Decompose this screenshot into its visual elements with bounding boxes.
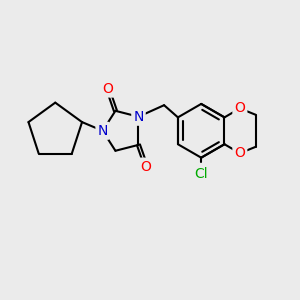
Text: O: O (102, 82, 113, 96)
Text: Cl: Cl (194, 167, 208, 181)
Text: N: N (133, 110, 144, 124)
Text: N: N (98, 124, 108, 138)
Text: O: O (234, 101, 245, 116)
Text: O: O (234, 146, 245, 160)
Text: O: O (141, 160, 152, 174)
